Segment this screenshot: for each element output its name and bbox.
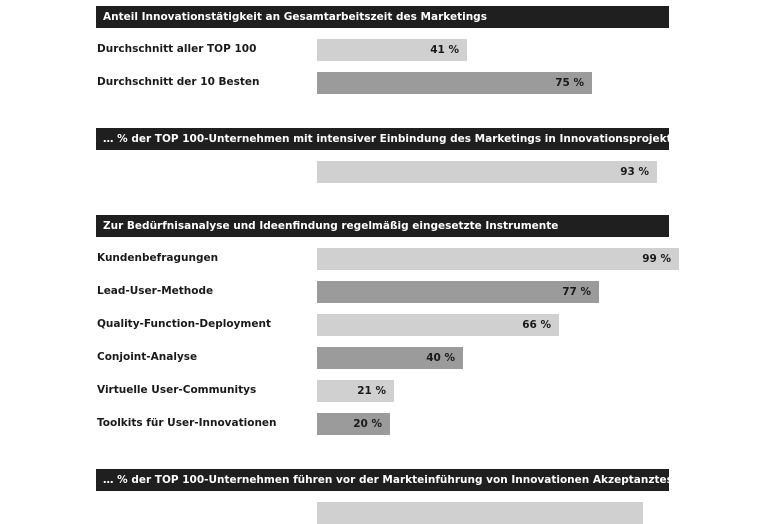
bar-value-label: 75 % — [555, 77, 584, 89]
bar-value-label: 21 % — [357, 385, 386, 397]
bar-value-label: 93 % — [620, 166, 649, 178]
bar: 75 % — [317, 72, 592, 94]
bar: 40 % — [317, 347, 463, 369]
category-label: Conjoint-Analyse — [97, 351, 198, 363]
bar-value-label: 77 % — [562, 286, 591, 298]
bar: 99 % — [317, 248, 679, 270]
category-label: Quality-Function-Deployment — [97, 318, 271, 330]
bar: 20 % — [317, 413, 390, 435]
bar: 93 % — [317, 161, 657, 183]
bar-value-label: 40 % — [426, 352, 455, 364]
bar: 77 % — [317, 281, 599, 303]
category-label: Virtuelle User-Communitys — [97, 384, 257, 396]
bar-value-label: 41 % — [430, 44, 459, 56]
category-label: Kundenbefragungen — [97, 252, 219, 264]
bar — [317, 502, 643, 524]
bar-value-label: 99 % — [642, 253, 671, 265]
category-label: Toolkits für User-Innovationen — [97, 417, 277, 429]
bar: 66 % — [317, 314, 559, 336]
bar-value-label: 20 % — [353, 418, 382, 430]
section-header-1: Anteil Innovationstätigkeit an Gesamtarb… — [96, 6, 669, 28]
category-label: Durchschnitt aller TOP 100 — [97, 43, 257, 55]
section-header-3: Zur Bedürfnisanalyse und Ideenfindung re… — [96, 215, 669, 237]
category-label: Lead-User-Methode — [97, 285, 214, 297]
bar-value-label: 66 % — [522, 319, 551, 331]
bar: 41 % — [317, 39, 467, 61]
section-header-2: … % der TOP 100-Unternehmen mit intensiv… — [96, 128, 669, 150]
bar: 21 % — [317, 380, 394, 402]
section-header-4: … % der TOP 100-Unternehmen führen vor d… — [96, 469, 669, 491]
category-label: Durchschnitt der 10 Besten — [97, 76, 260, 88]
